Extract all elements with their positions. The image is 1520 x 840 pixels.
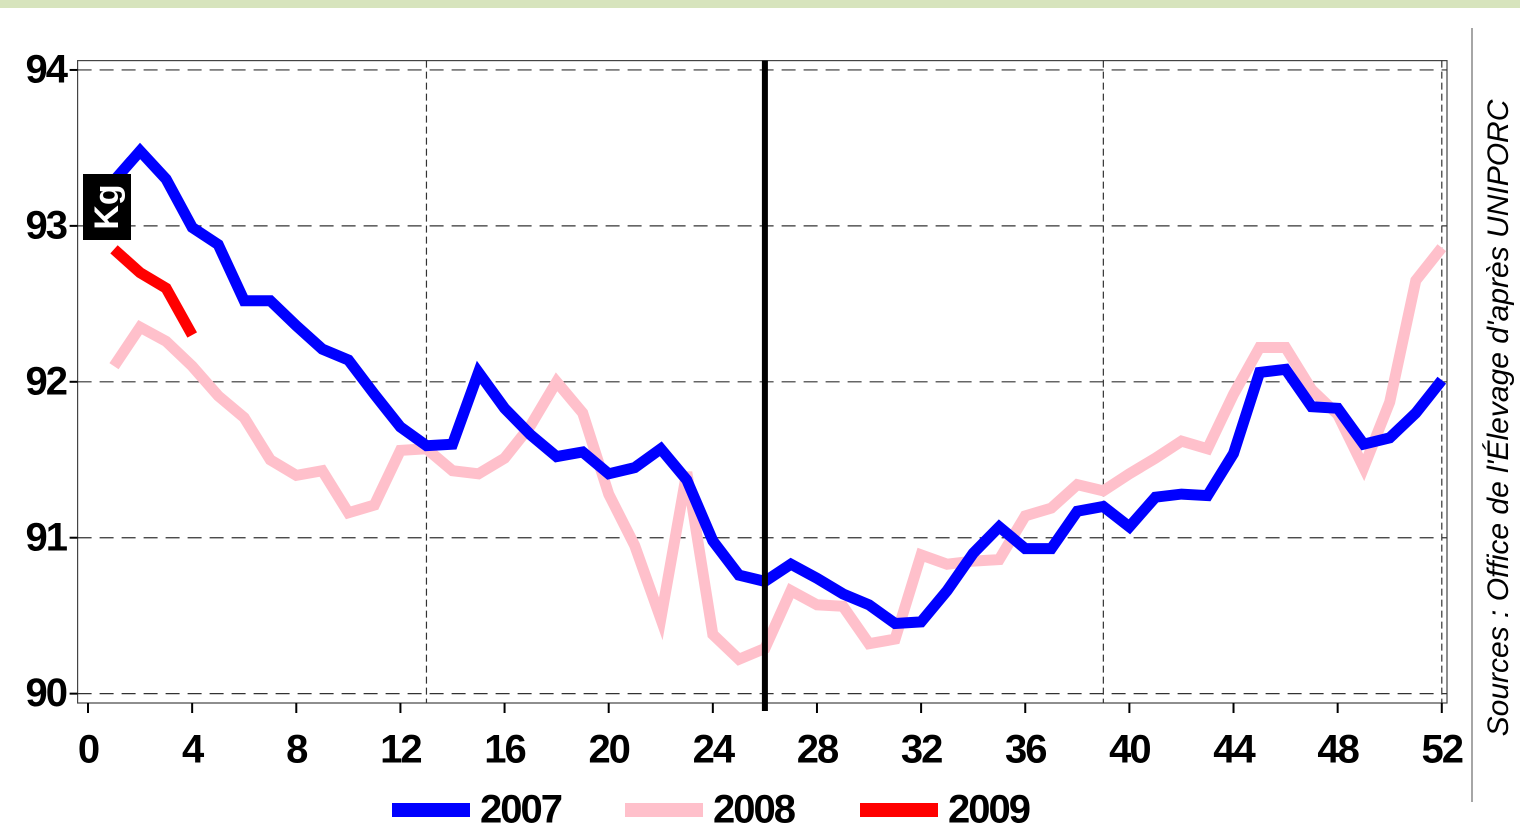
x-tick-label: 32: [901, 728, 942, 772]
y-tick-label: 93: [26, 203, 67, 247]
x-tick-label: 8: [286, 728, 308, 772]
unit-box: [83, 174, 131, 240]
y-tick-label: 94: [26, 48, 69, 92]
y-tick-label: 90: [26, 671, 67, 715]
source: Sources : Office de l'Élevage d'après UN…: [1482, 99, 1515, 736]
top-band: [0, 0, 1520, 8]
x-tick-label: 44: [1213, 728, 1256, 772]
x-tick-label: 20: [588, 728, 629, 772]
series-line: [110, 245, 198, 338]
y-axis-label: Kg: [88, 184, 126, 229]
x-tick-label: 40: [1109, 728, 1150, 772]
series-line: [109, 142, 1447, 630]
y-tick-label: 92: [26, 359, 67, 403]
x-tick-label: 24: [693, 728, 736, 772]
x-tick-label: 52: [1422, 728, 1463, 772]
x-tick-label: 16: [484, 728, 525, 772]
legend-label: 2007: [480, 788, 562, 832]
y-tick-label: 91: [26, 515, 68, 559]
x-tick-label: 48: [1317, 728, 1359, 772]
x-tick-label: 36: [1005, 728, 1046, 772]
legend-label: 2009: [948, 788, 1030, 832]
x-tick-label: 4: [182, 728, 205, 772]
x-tick-label: 12: [380, 728, 421, 772]
legend-label: 2008: [713, 788, 796, 832]
x-tick-label: 28: [797, 728, 839, 772]
x-tick-label: 0: [78, 728, 99, 772]
series-line: [109, 244, 1447, 666]
